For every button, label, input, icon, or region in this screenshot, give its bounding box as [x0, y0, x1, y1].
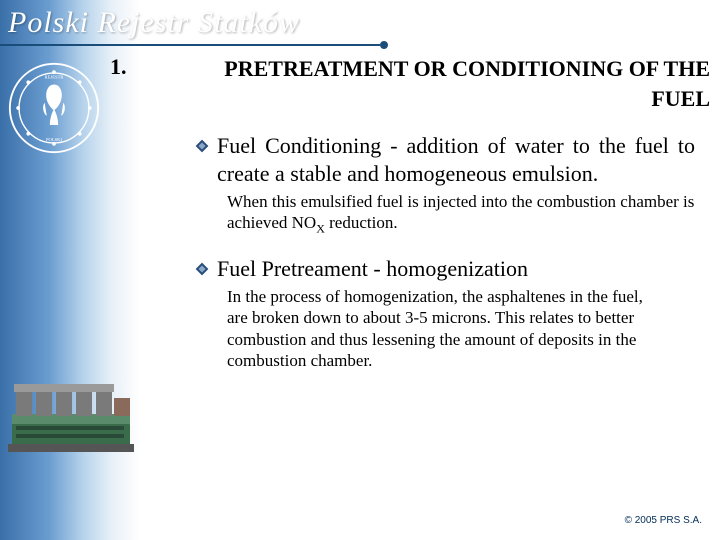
bullet-item: Fuel Pretreament - homogenization	[195, 255, 695, 283]
copyright-text: © 2005 PRS S.A.	[625, 515, 702, 526]
subtext-subscript: X	[316, 222, 325, 236]
subtext-post: reduction.	[325, 213, 398, 232]
subtext-pre: When this emulsified fuel is injected in…	[227, 192, 694, 232]
brand-text: Polski Rejestr Statków	[8, 6, 300, 40]
svg-text:REJESTR: REJESTR	[45, 75, 65, 80]
header: Polski Rejestr Statków	[0, 0, 720, 48]
copyright-footer: © 2005 PRS S.A.	[625, 514, 702, 526]
bullet-subtext: When this emulsified fuel is injected in…	[227, 191, 695, 237]
engine-image-icon	[6, 370, 136, 460]
header-underline	[0, 44, 380, 46]
diamond-bullet-icon	[195, 262, 209, 276]
bullet-text: Fuel Conditioning - addition of water to…	[217, 132, 695, 187]
svg-text:POLSKI: POLSKI	[46, 137, 63, 142]
bullet-text: Fuel Pretreament - homogenization	[217, 255, 528, 283]
slide-title: PRETREATMENT OR CONDITIONING OF THE FUEL	[170, 54, 710, 113]
organization-seal-icon: REJESTR POLSKI	[8, 62, 100, 154]
bullet-item: Fuel Conditioning - addition of water to…	[195, 132, 695, 187]
content-area: Fuel Conditioning - addition of water to…	[195, 132, 695, 389]
bullet-subtext: In the process of homogenization, the as…	[227, 286, 657, 371]
slide-number: 1.	[110, 54, 127, 80]
diamond-bullet-icon	[195, 139, 209, 153]
